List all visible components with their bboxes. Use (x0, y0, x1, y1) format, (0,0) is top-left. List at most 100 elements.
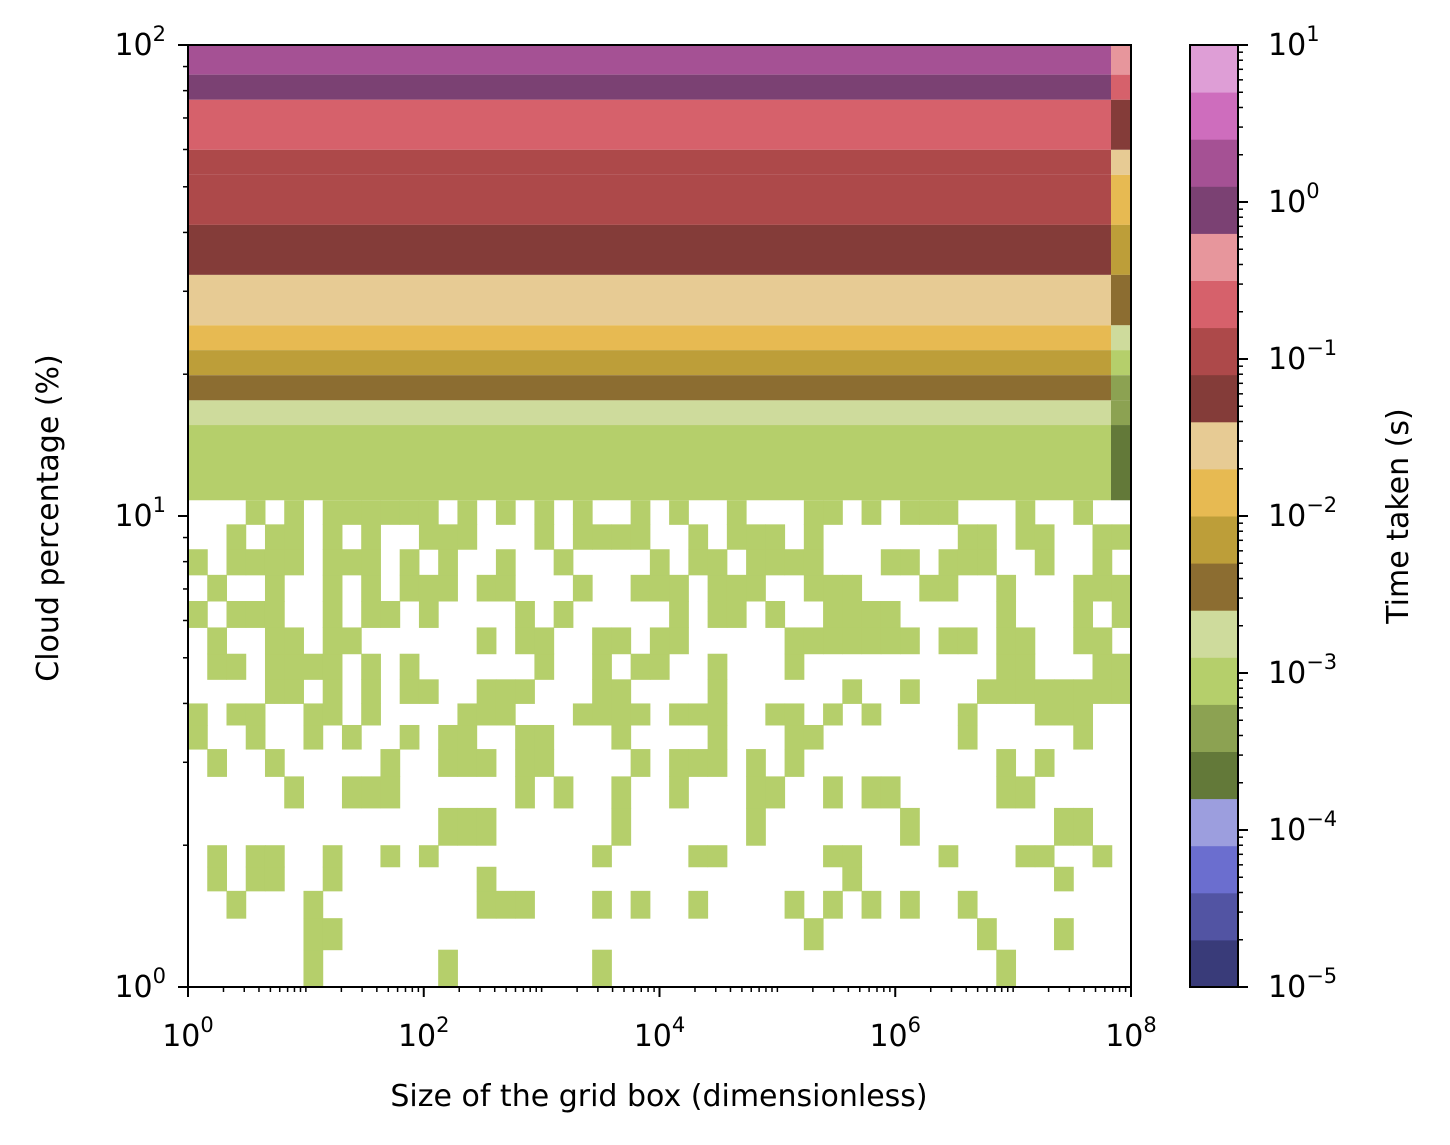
heatmap-cell (515, 724, 535, 750)
heatmap-cell (1111, 653, 1132, 680)
heatmap-cell (476, 703, 497, 726)
colorbar-segment (1190, 751, 1238, 800)
heatmap-cell (938, 845, 959, 868)
heatmap-cell (746, 749, 766, 777)
heatmap-cell (399, 653, 420, 680)
heatmap-cell (784, 724, 805, 750)
heatmap-cell (900, 679, 920, 704)
heatmap-cell (957, 549, 978, 576)
heatmap-cell (957, 524, 978, 550)
heatmap-cell (515, 679, 535, 704)
heatmap-cell (842, 679, 863, 704)
heatmap-cell (688, 845, 709, 868)
heatmap-cell (322, 679, 343, 704)
heatmap-cell (303, 653, 324, 680)
heatmap-cell (669, 776, 689, 809)
heatmap-cell (341, 500, 362, 525)
heatmap-cell (457, 524, 478, 550)
heatmap-cell (765, 776, 786, 809)
heatmap-cell (1034, 679, 1055, 704)
heatmap-cell (322, 703, 343, 726)
heatmap-cell (1092, 653, 1113, 680)
heatmap-cell (188, 600, 208, 628)
heatmap-cell (1073, 703, 1094, 726)
tick-label: 10−5 (1268, 964, 1337, 1005)
heatmap-cell (341, 776, 362, 809)
heatmap-cell (264, 574, 285, 602)
heatmap-cell (361, 679, 381, 704)
heatmap-cell (1092, 845, 1113, 868)
heatmap-cell (611, 807, 632, 846)
heatmap-cell (457, 724, 478, 750)
tick-label: 104 (634, 1013, 686, 1054)
colorbar-segment (1190, 186, 1238, 234)
heatmap-cell (977, 679, 997, 704)
tick-label: 100 (114, 964, 166, 1005)
heatmap-cell (996, 574, 1017, 602)
heatmap-cell (784, 653, 805, 680)
heatmap-cell (188, 99, 1111, 150)
heatmap-cell (1015, 653, 1036, 680)
heatmap-cell (996, 679, 1017, 704)
heatmap-cell (996, 653, 1017, 680)
heatmap-cell (1034, 549, 1055, 576)
heatmap-cell (188, 274, 1111, 326)
heatmap-cell (688, 524, 709, 550)
heatmap-cell (938, 574, 959, 602)
heatmap-cell (361, 776, 381, 809)
heatmap-cell (418, 500, 439, 525)
heatmap-cell (746, 549, 766, 576)
heatmap-cell (1111, 149, 1131, 175)
heatmap-cell (207, 845, 227, 868)
heatmap-cell (707, 749, 728, 777)
heatmap-cell (322, 500, 343, 525)
heatmap-cell (842, 574, 863, 602)
heatmap-cell (784, 703, 805, 726)
heatmap-cell (245, 724, 266, 750)
heatmap-cell (438, 807, 458, 846)
heatmap-cell (996, 627, 1017, 655)
heatmap-cell (534, 749, 555, 777)
heatmap-cell (669, 749, 689, 777)
colorbar-segment (1190, 798, 1238, 847)
x-axis: 100 102 104 106 108 (162, 987, 1157, 1054)
heatmap-cell (264, 845, 285, 868)
heatmap-cell (322, 600, 343, 628)
heatmap-cell (361, 549, 381, 576)
heatmap-cell (361, 703, 381, 726)
heatmap-cell (1034, 524, 1055, 550)
heatmap-cell (765, 703, 786, 726)
heatmap-cell (784, 627, 805, 655)
heatmap-cell (1015, 524, 1036, 550)
heatmap-cell (188, 45, 1111, 75)
heatmap-cell (861, 890, 882, 919)
heatmap-cell (957, 890, 978, 919)
heatmap-cell (861, 600, 882, 628)
heatmap-cell (611, 776, 632, 809)
heatmap-cell (188, 724, 208, 750)
heatmap-cell (188, 375, 1111, 401)
tick-label: 10−1 (1268, 336, 1337, 377)
tick-label: 101 (114, 493, 166, 534)
heatmap-cell (284, 500, 304, 525)
heatmap-cell (803, 574, 824, 602)
heatmap-cell (284, 776, 304, 809)
heatmap-cell (784, 890, 805, 919)
heatmap-cell (707, 845, 728, 868)
heatmap-cell (746, 524, 766, 550)
tick-label: 10−4 (1268, 807, 1337, 848)
heatmap-cell (784, 749, 805, 777)
heatmap-cell (611, 724, 632, 750)
heatmap-cell (438, 749, 458, 777)
heatmap-cell (765, 524, 786, 550)
heatmap-cell (592, 524, 612, 550)
heatmap-cell (418, 524, 439, 550)
heatmap-cell (1034, 749, 1055, 777)
heatmap-cell (264, 600, 285, 628)
colorbar-segment (1190, 657, 1238, 705)
heatmap-cell (784, 549, 805, 576)
heatmap-cell (1111, 350, 1131, 376)
heatmap-cell (476, 866, 497, 892)
heatmap-cell (900, 500, 920, 525)
tick-label: 100 (162, 1013, 214, 1054)
